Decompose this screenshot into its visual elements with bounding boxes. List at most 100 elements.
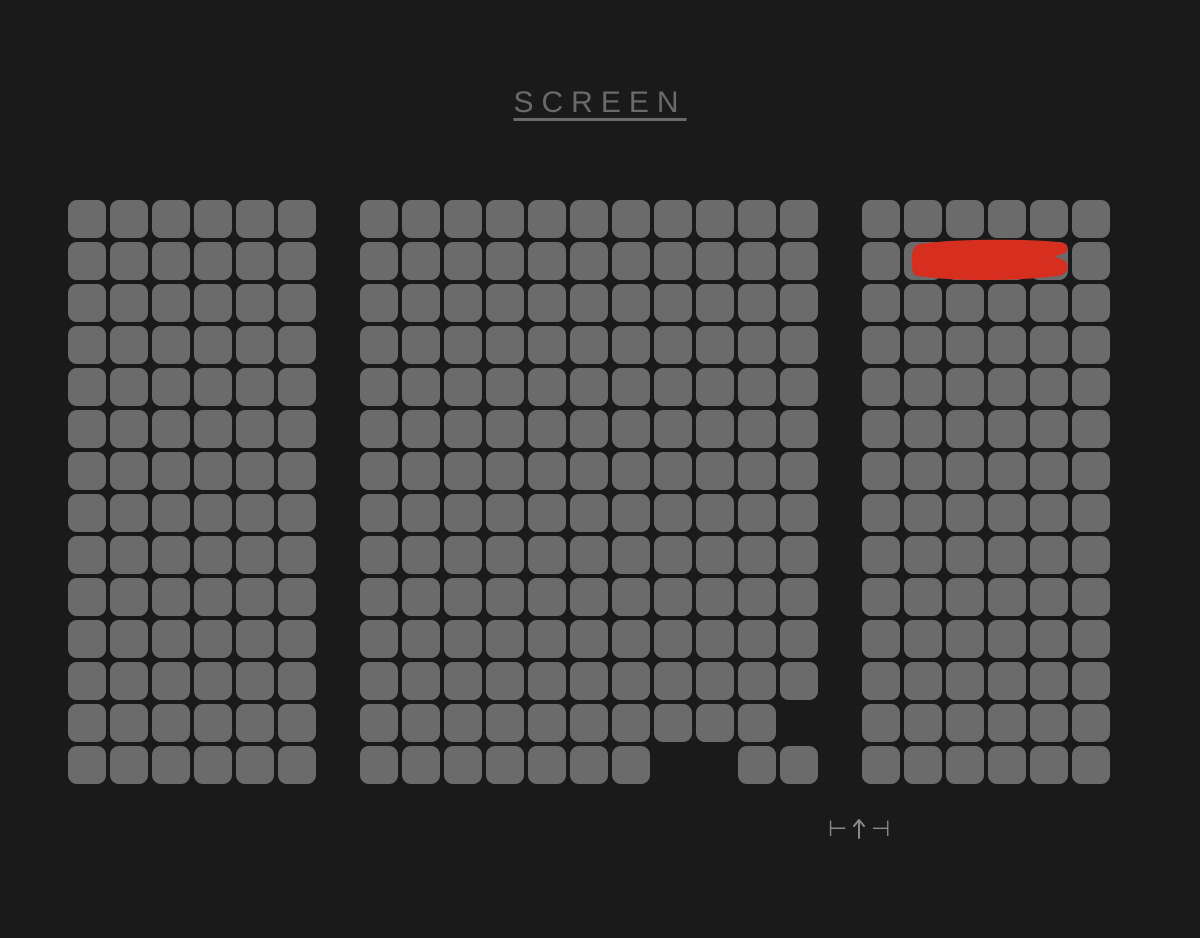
- seat[interactable]: [654, 326, 692, 364]
- seat[interactable]: [360, 746, 398, 784]
- seat[interactable]: [904, 452, 942, 490]
- seat[interactable]: [904, 536, 942, 574]
- seat[interactable]: [402, 452, 440, 490]
- seat[interactable]: [570, 242, 608, 280]
- seat[interactable]: [444, 746, 482, 784]
- seat[interactable]: [110, 620, 148, 658]
- seat[interactable]: [1030, 452, 1068, 490]
- seat[interactable]: [696, 368, 734, 406]
- seat[interactable]: [152, 284, 190, 322]
- seat[interactable]: [278, 284, 316, 322]
- seat[interactable]: [152, 242, 190, 280]
- seat[interactable]: [236, 368, 274, 406]
- seat[interactable]: [1030, 284, 1068, 322]
- seat[interactable]: [528, 662, 566, 700]
- seat[interactable]: [402, 200, 440, 238]
- seat[interactable]: [68, 704, 106, 742]
- seat[interactable]: [444, 452, 482, 490]
- seat[interactable]: [528, 242, 566, 280]
- seat[interactable]: [360, 284, 398, 322]
- seat[interactable]: [528, 704, 566, 742]
- seat[interactable]: [862, 494, 900, 532]
- seat[interactable]: [1030, 578, 1068, 616]
- seat[interactable]: [360, 368, 398, 406]
- seat[interactable]: [68, 284, 106, 322]
- seat[interactable]: [946, 578, 984, 616]
- seat[interactable]: [402, 368, 440, 406]
- seat[interactable]: [486, 326, 524, 364]
- seat[interactable]: [1072, 620, 1110, 658]
- seat[interactable]: [444, 704, 482, 742]
- seat[interactable]: [738, 410, 776, 448]
- seat[interactable]: [988, 662, 1026, 700]
- seat[interactable]: [696, 284, 734, 322]
- seat[interactable]: [862, 242, 900, 280]
- seat[interactable]: [528, 578, 566, 616]
- seat[interactable]: [612, 242, 650, 280]
- seat[interactable]: [152, 326, 190, 364]
- seat[interactable]: [360, 452, 398, 490]
- seat[interactable]: [68, 620, 106, 658]
- seat[interactable]: [738, 368, 776, 406]
- seat[interactable]: [988, 620, 1026, 658]
- seat[interactable]: [780, 368, 818, 406]
- seat[interactable]: [68, 242, 106, 280]
- seat[interactable]: [696, 536, 734, 574]
- seat[interactable]: [738, 746, 776, 784]
- seat[interactable]: [738, 284, 776, 322]
- seat[interactable]: [1072, 326, 1110, 364]
- seat[interactable]: [696, 704, 734, 742]
- seat[interactable]: [570, 704, 608, 742]
- seat[interactable]: [738, 578, 776, 616]
- seat[interactable]: [1072, 452, 1110, 490]
- seat[interactable]: [402, 578, 440, 616]
- seat[interactable]: [862, 662, 900, 700]
- seat[interactable]: [152, 494, 190, 532]
- seat[interactable]: [110, 242, 148, 280]
- seat[interactable]: [194, 578, 232, 616]
- seat[interactable]: [654, 368, 692, 406]
- seat[interactable]: [528, 326, 566, 364]
- seat[interactable]: [862, 368, 900, 406]
- seat[interactable]: [402, 662, 440, 700]
- seat[interactable]: [528, 494, 566, 532]
- seat[interactable]: [236, 578, 274, 616]
- seat[interactable]: [152, 452, 190, 490]
- seat[interactable]: [654, 662, 692, 700]
- seat[interactable]: [110, 452, 148, 490]
- seat[interactable]: [570, 410, 608, 448]
- seat[interactable]: [486, 536, 524, 574]
- seat[interactable]: [904, 662, 942, 700]
- seat[interactable]: [862, 284, 900, 322]
- seat[interactable]: [236, 242, 274, 280]
- seat[interactable]: [360, 662, 398, 700]
- seat[interactable]: [904, 368, 942, 406]
- seat[interactable]: [194, 746, 232, 784]
- seat[interactable]: [570, 368, 608, 406]
- seat[interactable]: [738, 326, 776, 364]
- seat[interactable]: [110, 536, 148, 574]
- seat[interactable]: [152, 410, 190, 448]
- seat[interactable]: [486, 662, 524, 700]
- seat[interactable]: [738, 662, 776, 700]
- seat[interactable]: [444, 536, 482, 574]
- seat[interactable]: [1072, 578, 1110, 616]
- seat[interactable]: [528, 746, 566, 784]
- seat[interactable]: [528, 620, 566, 658]
- seat[interactable]: [570, 284, 608, 322]
- seat[interactable]: [570, 452, 608, 490]
- seat[interactable]: [612, 494, 650, 532]
- seat[interactable]: [780, 578, 818, 616]
- seat[interactable]: [444, 368, 482, 406]
- seat[interactable]: [444, 242, 482, 280]
- seat[interactable]: [444, 662, 482, 700]
- seat[interactable]: [68, 326, 106, 364]
- seat[interactable]: [1030, 368, 1068, 406]
- seat[interactable]: [236, 746, 274, 784]
- seat[interactable]: [1030, 494, 1068, 532]
- seat[interactable]: [696, 494, 734, 532]
- seat[interactable]: [152, 536, 190, 574]
- seat[interactable]: [612, 452, 650, 490]
- seat[interactable]: [68, 200, 106, 238]
- seat[interactable]: [988, 704, 1026, 742]
